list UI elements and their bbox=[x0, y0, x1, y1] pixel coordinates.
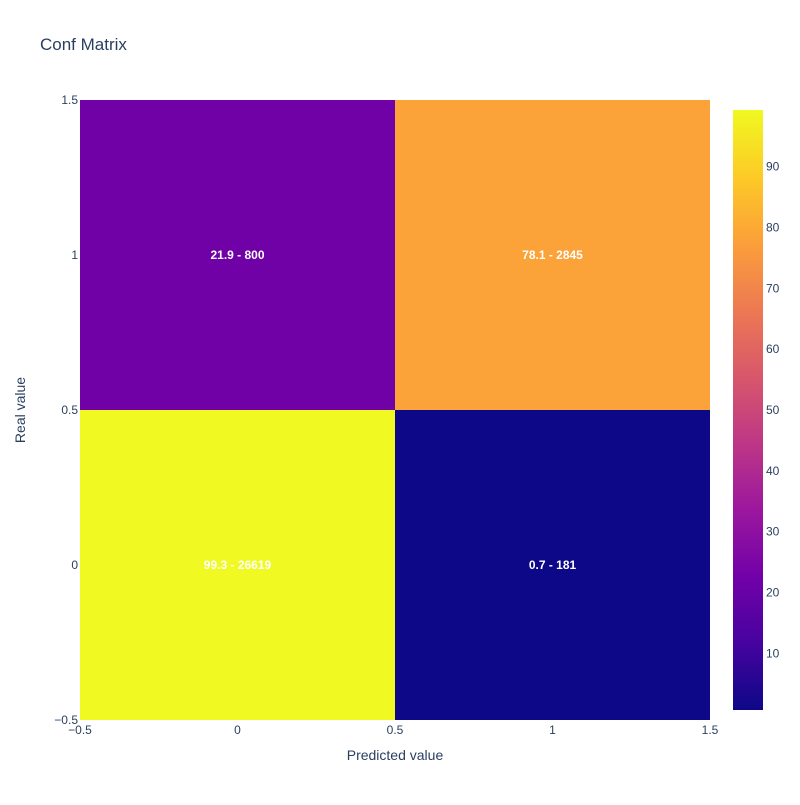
colorbar-tick-label: 20 bbox=[766, 586, 780, 600]
x-tick-label: 0 bbox=[234, 723, 241, 737]
cell-label-0-0: 99.3 - 26619 bbox=[204, 558, 272, 572]
cell-labels: 21.9 - 800 78.1 - 2845 99.3 - 26619 0.7 - 1… bbox=[204, 248, 583, 572]
x-axis-title: Predicted value bbox=[347, 747, 444, 763]
heatmap-cells bbox=[80, 100, 710, 720]
colorbar-tick-label: 90 bbox=[766, 160, 780, 174]
x-tick-label: −0.5 bbox=[68, 723, 92, 737]
y-axis-title: Real value bbox=[12, 377, 28, 443]
colorbar-gradient bbox=[733, 110, 763, 710]
y-tick-label: 0.5 bbox=[61, 403, 78, 417]
y-tick-label: 1.5 bbox=[61, 93, 78, 107]
y-tick-label: 0 bbox=[71, 558, 78, 572]
x-tick-label: 0.5 bbox=[387, 723, 404, 737]
colorbar-ticks: 10 20 30 40 50 60 70 80 90 bbox=[766, 160, 780, 661]
colorbar-tick-label: 10 bbox=[766, 646, 780, 660]
heatmap-cell-0-1 bbox=[80, 100, 395, 410]
colorbar-tick-label: 50 bbox=[766, 403, 780, 417]
heatmap-cell-1-1 bbox=[395, 100, 710, 410]
cell-label-0-1: 21.9 - 800 bbox=[210, 248, 264, 262]
colorbar-tick-label: 40 bbox=[766, 464, 780, 478]
colorbar-tick-label: 30 bbox=[766, 525, 780, 539]
colorbar-tick-label: 70 bbox=[766, 281, 780, 295]
heatmap-cell-1-0 bbox=[395, 410, 710, 720]
chart-title: Conf Matrix bbox=[40, 35, 127, 54]
heatmap-cell-0-0 bbox=[80, 410, 395, 720]
colorbar-tick-label: 60 bbox=[766, 342, 780, 356]
colorbar: 10 20 30 40 50 60 70 80 90 bbox=[733, 110, 780, 710]
x-axis-ticks: −0.5 0 0.5 1 1.5 bbox=[68, 723, 719, 737]
cell-label-1-0: 0.7 - 181 bbox=[529, 558, 577, 572]
y-tick-label: 1 bbox=[71, 248, 78, 262]
colorbar-tick-label: 80 bbox=[766, 220, 780, 234]
y-tick-label: −0.5 bbox=[54, 713, 78, 727]
cell-label-1-1: 78.1 - 2845 bbox=[522, 248, 583, 262]
x-tick-label: 1 bbox=[549, 723, 556, 737]
x-tick-label: 1.5 bbox=[702, 723, 719, 737]
y-axis-ticks: −0.5 0 0.5 1 1.5 bbox=[54, 93, 78, 727]
